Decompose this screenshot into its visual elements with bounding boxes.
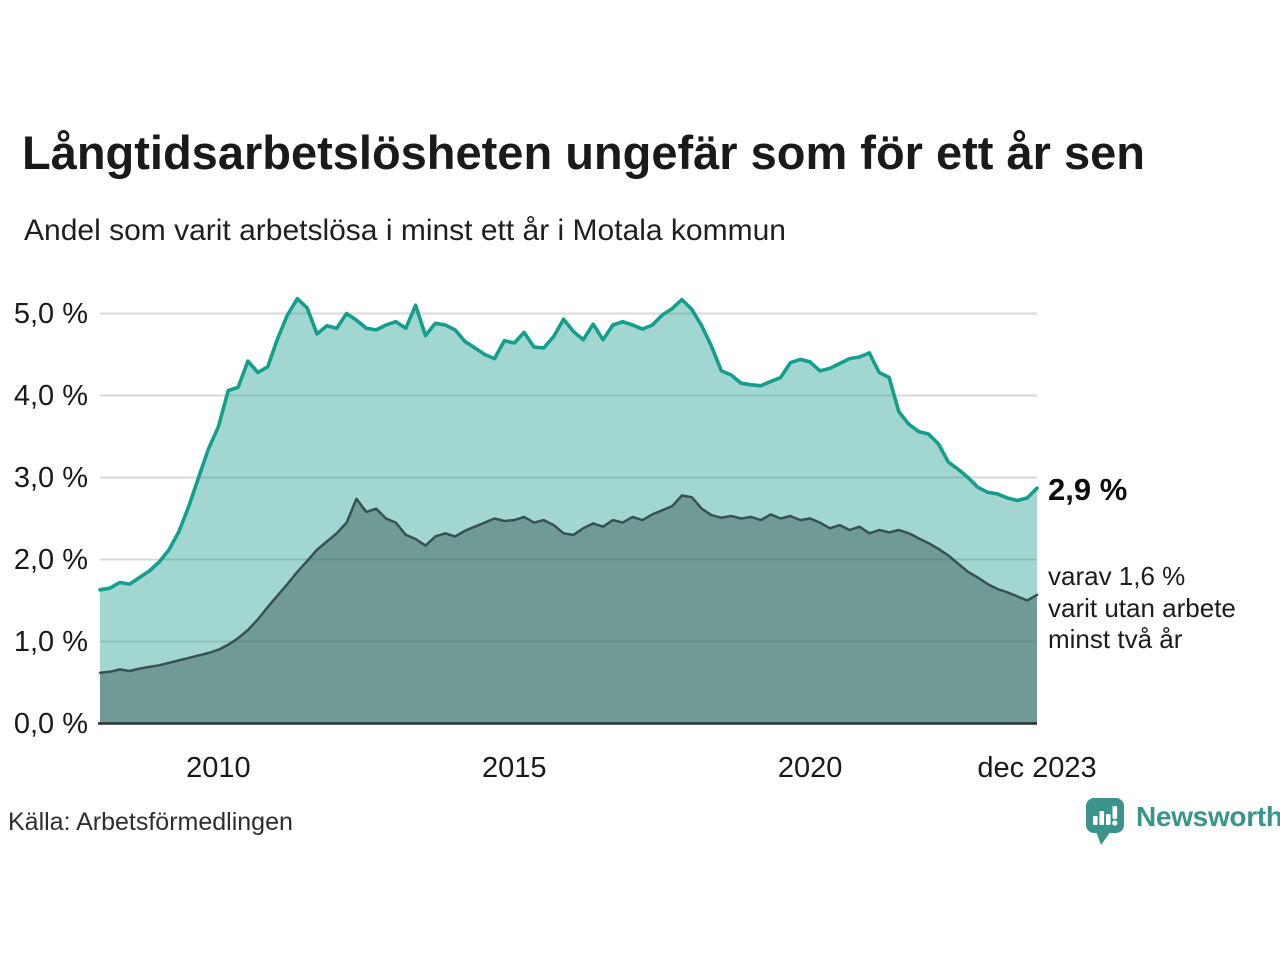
y-tick-label-5: 5,0 % — [13, 297, 88, 330]
gridlines — [100, 312, 1037, 643]
latest-value-annotation: 2,9 % — [1048, 472, 1128, 507]
chart-subtitle: Andel som varit arbetslösa i minst ett å… — [24, 214, 786, 247]
y-tick-label-4: 4,0 % — [13, 379, 88, 412]
x-tick-label-2015: 2015 — [481, 752, 547, 784]
y-tick-label-1: 1,0 % — [13, 625, 88, 658]
y-tick-label-3: 3,0 % — [13, 461, 88, 494]
source-attribution: Källa: Arbetsförmedlingen — [8, 808, 293, 836]
newsworthy-wordmark: Newsworthy — [1136, 801, 1280, 832]
chart-title: Långtidsarbetslösheten ungefär som för e… — [22, 126, 1145, 179]
newsworthy-logo: Newsworthy — [1086, 798, 1280, 850]
x-tick-label-2020: 2020 — [777, 752, 843, 784]
series-line-minst-ett-ar — [98, 296, 1039, 592]
newsworthy-logo-icon — [1086, 798, 1124, 845]
area-fill-minst-tva-ar — [100, 495, 1037, 724]
series-line-minst-tva-ar — [98, 494, 1039, 674]
y-tick-label-0: 0,0 % — [13, 707, 88, 740]
x-tick-label-2010: 2010 — [186, 752, 251, 784]
secondary-series-annotation: varav 1,6 % varit utan arbete minst två år — [1048, 561, 1236, 655]
y-tick-label-2: 2,0 % — [13, 543, 88, 576]
area-fill-minst-ett-ar — [100, 298, 1037, 724]
x-tick-label-dec-2023: dec 2023 — [977, 752, 1097, 784]
